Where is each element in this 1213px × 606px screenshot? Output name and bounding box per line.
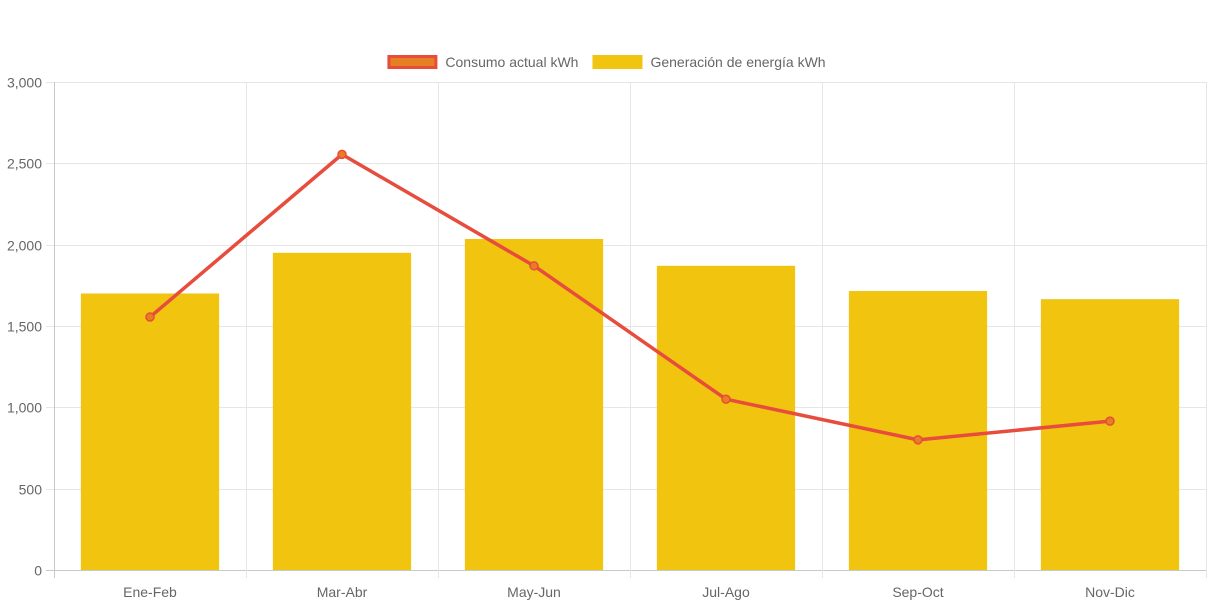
y-tick-label: 1,500	[7, 319, 42, 335]
line-point[interactable]	[337, 149, 347, 160]
y-tick-label: 500	[19, 482, 43, 498]
legend: Consumo actual kWh Generación de energía …	[387, 54, 826, 70]
bar[interactable]	[1040, 299, 1180, 570]
y-tick-label: 1,000	[7, 400, 42, 416]
x-tick-label: Nov-Dic	[1085, 584, 1135, 600]
line-point[interactable]	[721, 394, 731, 404]
bar-series	[80, 238, 1180, 571]
line-point[interactable]	[913, 435, 923, 445]
legend-item[interactable]: Consumo actual kWh	[387, 54, 579, 70]
series-line	[148, 152, 1111, 442]
x-tick-label: May-Jun	[507, 584, 561, 600]
bar[interactable]	[656, 265, 796, 570]
bar[interactable]	[272, 252, 412, 571]
legend-swatch	[387, 55, 438, 69]
line-point[interactable]	[529, 261, 539, 271]
y-tick-label: 3,000	[7, 75, 42, 91]
x-tick-label: Jul-Ago	[702, 584, 750, 600]
bar[interactable]	[464, 238, 604, 570]
line-point[interactable]	[145, 312, 155, 322]
bar[interactable]	[80, 293, 220, 570]
x-tick-label: Mar-Abr	[317, 584, 368, 600]
line-point[interactable]	[1105, 416, 1115, 426]
line-series	[145, 149, 1115, 445]
legend-item[interactable]: Generación de energía kWh	[592, 54, 826, 70]
y-tick-label: 2,000	[7, 238, 42, 254]
legend-label: Consumo actual kWh	[445, 54, 578, 70]
x-tick-label: Ene-Feb	[123, 584, 177, 600]
legend-swatch	[592, 55, 643, 69]
x-tick-label: Sep-Oct	[892, 584, 943, 600]
y-tick-label: 2,500	[7, 156, 42, 172]
axes: 0 500 1,000 1,500 2,000 2,500 3,000 Ene-Feb Mar-…	[7, 75, 1135, 601]
grid	[46, 82, 1207, 578]
legend-label: Generación de energía kWh	[650, 54, 825, 70]
y-tick-label: 0	[34, 563, 42, 579]
